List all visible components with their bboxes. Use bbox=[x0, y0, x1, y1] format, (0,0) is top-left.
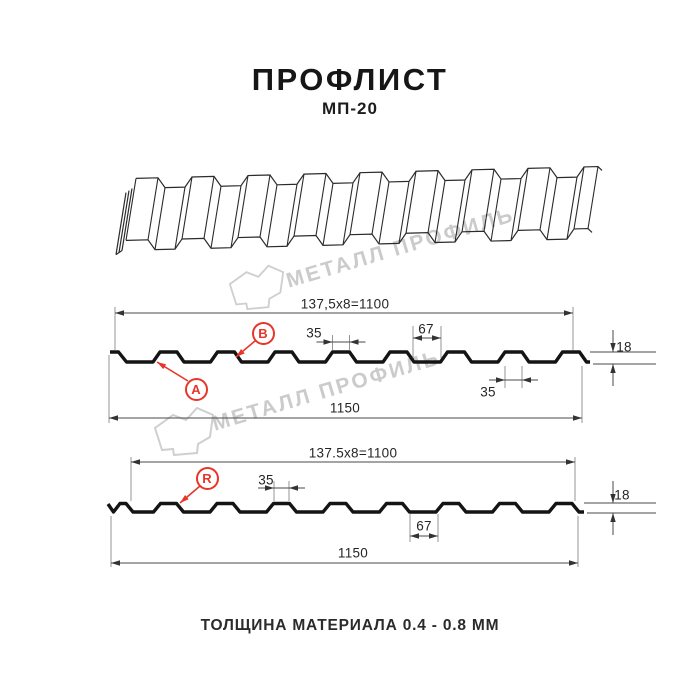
dim-module-ab: 137,5x8=1100 bbox=[300, 296, 390, 312]
dim-height-ab: 18 bbox=[616, 339, 632, 355]
dimension-lines-section-r bbox=[110, 457, 656, 567]
dim-flat-ab: 67 bbox=[418, 321, 434, 337]
page-subtitle: МП-20 bbox=[322, 99, 378, 118]
dim-ribtop-ab: 35 bbox=[306, 325, 322, 341]
metall-profil-logo bbox=[228, 264, 285, 310]
metall-profil-logo bbox=[153, 406, 215, 457]
label-side-a: A bbox=[184, 377, 208, 401]
dim-ribtop-r: 35 bbox=[258, 472, 274, 488]
dim-flat-r: 67 bbox=[416, 518, 432, 534]
dim-overall-r: 1150 bbox=[337, 545, 369, 561]
red-leader-lines bbox=[156, 340, 256, 504]
profile-section-r bbox=[106, 501, 584, 514]
label-side-b: B bbox=[251, 321, 275, 345]
page-title: ПРОФЛИСТ bbox=[251, 62, 449, 97]
dim-height-r: 18 bbox=[614, 487, 630, 503]
dim-module-r: 137.5x8=1100 bbox=[308, 445, 398, 461]
label-side-r: R bbox=[195, 466, 219, 490]
profile-section-ab bbox=[110, 350, 590, 364]
watermark-1 bbox=[228, 262, 285, 315]
watermark-2 bbox=[153, 404, 215, 461]
dim-ribbot-ab: 35 bbox=[480, 384, 496, 400]
material-thickness-note: ТОЛЩИНА МАТЕРИАЛА 0.4 - 0.8 ММ bbox=[200, 617, 500, 634]
dimension-lines-section-ab bbox=[108, 307, 656, 423]
dim-overall-ab: 1150 bbox=[329, 400, 361, 416]
profile-3d-drawing bbox=[115, 165, 603, 256]
